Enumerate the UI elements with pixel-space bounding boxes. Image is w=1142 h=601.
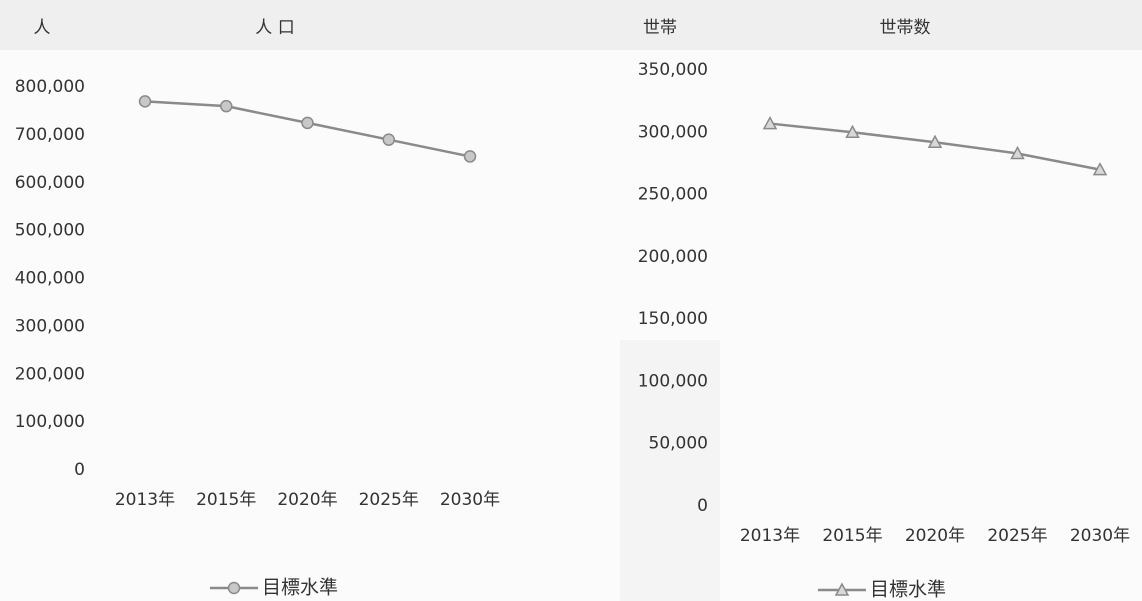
- marker: [227, 581, 241, 595]
- marker: [220, 99, 233, 113]
- marker: [1010, 145, 1025, 160]
- y-tick-label: 400,000: [15, 269, 85, 289]
- marker: [834, 582, 850, 596]
- marker: [845, 124, 860, 139]
- y-tick-label: 0: [697, 496, 708, 516]
- x-tick-label: 2020年: [905, 526, 965, 546]
- y-tick-label: 100,000: [15, 412, 85, 432]
- y-tick-label: 50,000: [649, 434, 708, 454]
- y-axis-label: 人: [34, 18, 51, 38]
- y-axis-label: 世帯: [643, 18, 677, 38]
- x-tick-label: 2025年: [359, 490, 419, 510]
- y-tick-label: 200,000: [638, 247, 708, 267]
- legend-label: 目標水準: [262, 577, 338, 599]
- chart-title: 世帯数: [880, 18, 931, 38]
- x-tick-label: 2020年: [277, 490, 337, 510]
- x-tick-label: 2015年: [822, 526, 882, 546]
- marker: [762, 115, 778, 130]
- x-tick-label: 2015年: [196, 490, 256, 510]
- marker: [463, 150, 477, 163]
- y-tick-label: 500,000: [15, 221, 85, 241]
- y-tick-label: 250,000: [638, 185, 708, 205]
- y-tick-label: 300,000: [15, 316, 85, 336]
- y-tick-label: 0: [74, 460, 85, 480]
- scan-shade: [620, 340, 720, 601]
- y-tick-label: 800,000: [15, 77, 85, 97]
- marker: [138, 95, 152, 108]
- x-tick-label: 2013年: [740, 526, 800, 546]
- x-tick-label: 2030年: [440, 490, 500, 510]
- marker: [1092, 162, 1108, 176]
- y-tick-label: 200,000: [15, 364, 85, 384]
- chart-title: 人 口: [255, 18, 294, 38]
- y-tick-label: 100,000: [638, 371, 708, 391]
- marker: [382, 133, 395, 146]
- x-tick-label: 2025年: [987, 526, 1047, 546]
- y-tick-label: 700,000: [15, 125, 85, 145]
- marker: [927, 134, 943, 149]
- y-tick-label: 600,000: [15, 173, 85, 193]
- marker: [301, 116, 314, 130]
- y-tick-label: 150,000: [638, 309, 708, 329]
- x-tick-label: 2013年: [115, 490, 175, 510]
- legend-label: 目標水準: [870, 579, 946, 601]
- y-tick-label: 350,000: [638, 60, 708, 80]
- x-tick-label: 2030年: [1070, 526, 1130, 546]
- header-band: [0, 0, 1142, 50]
- y-tick-label: 300,000: [638, 122, 708, 142]
